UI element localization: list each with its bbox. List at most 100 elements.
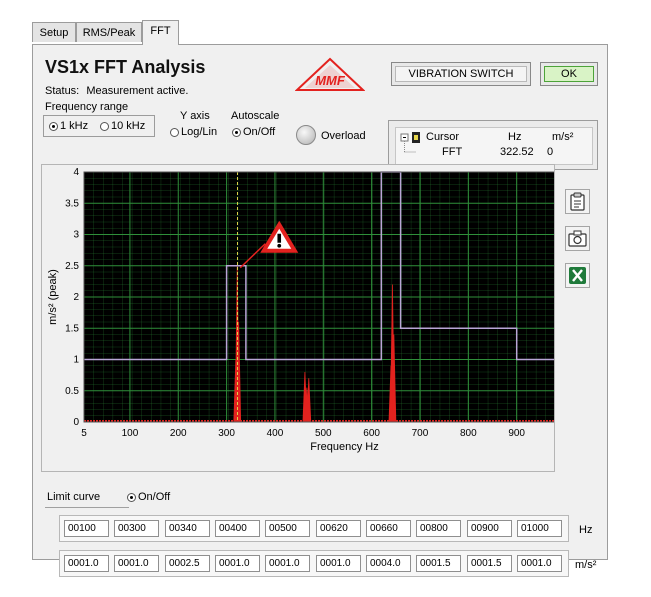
limit-ms2-cell[interactable]: 0001.0 [316,555,361,572]
limit-hz-cell[interactable]: 00500 [265,520,310,537]
excel-icon [569,267,586,284]
tab-rms-peak[interactable]: RMS/Peak [76,22,142,42]
limit-ms2-cell[interactable]: 0001.0 [215,555,260,572]
tab-setup[interactable]: Setup [32,22,76,42]
fft-panel: VS1x FFT Analysis Status: Measurement ac… [32,44,608,577]
x-tick-label: 300 [218,428,235,439]
limit-ms2-cell[interactable]: 0001.0 [114,555,159,572]
limit-ms2-cell[interactable]: 0002.5 [165,555,210,572]
x-axis-label: Frequency Hz [310,441,378,453]
limit-hz-cell[interactable]: 00620 [316,520,361,537]
x-tick-label: 900 [508,428,525,439]
freq-1khz-label: 1 kHz [60,120,89,132]
tab-fft[interactable]: FFT [142,20,179,45]
y-tick-label: 0 [73,417,79,428]
limit-curve-label: Limit curve [47,491,101,503]
y-tick-label: 4 [73,167,79,178]
warning-icon-bar [277,233,282,243]
limit-hz-cell[interactable]: 01000 [517,520,562,537]
limit-ms2-row: 0001.0 0001.0 0002.5 0001.0 0001.0 0001.… [59,550,569,577]
x-tick-label: 500 [315,428,332,439]
tree-expander-icon[interactable] [400,132,424,158]
radio-1khz[interactable] [49,121,58,131]
status-line: Status: Measurement active. [45,85,188,97]
autoscale-option[interactable]: On/Off [232,126,275,138]
freq-option-1khz[interactable]: 1 kHz [49,120,88,132]
x-tick-label: 400 [267,428,284,439]
y-tick-label: 1.5 [65,323,79,334]
cursor-hz-value: 322.52 [500,146,534,158]
overload-label: Overload [321,130,366,142]
freq-10khz-label: 10 kHz [111,120,146,132]
warning-pointer [239,243,266,269]
radio-10khz[interactable] [100,121,109,131]
limit-curve-divider [45,507,129,508]
log-lin-label: Log/Lin [181,126,218,138]
limit-ms2-cell[interactable]: 0001.0 [517,555,562,572]
x-tick-label: 800 [460,428,477,439]
x-tick-label: 100 [122,428,139,439]
radio-log-lin[interactable] [170,127,179,137]
y-axis-option[interactable]: Log/Lin [170,126,217,138]
y-tick-label: 2 [73,292,79,303]
overload-indicator-icon [296,125,316,145]
limit-ms2-cell[interactable]: 0001.0 [64,555,109,572]
fft-chart[interactable]: 5100200300400500600700800900100000.511.5… [42,165,577,471]
limit-hz-cell[interactable]: 00340 [165,520,210,537]
screenshot-button[interactable] [565,226,590,251]
freq-option-10khz[interactable]: 10 kHz [100,120,145,132]
frequency-range-group: 1 kHz 10 kHz [43,115,155,137]
limit-curve-on-off-label: On/Off [138,491,171,503]
limit-ms2-cell[interactable]: 0004.0 [366,555,411,572]
y-tick-label: 3 [73,230,79,241]
autoscale-on-off-label: On/Off [243,126,276,138]
status-value: Measurement active. [86,85,189,97]
limit-ms2-unit: m/s² [575,559,597,571]
limit-ms2-cell[interactable]: 0001.0 [265,555,310,572]
radio-autoscale[interactable] [232,127,241,137]
limit-curve-line [84,171,565,361]
x-tick-label: 600 [363,428,380,439]
frequency-range-label: Frequency range [45,101,129,113]
limit-hz-cell[interactable]: 00300 [114,520,159,537]
mmf-logo-icon: MMF [295,57,365,91]
cursor-legend: Cursor Hz m/s² FFT 322.52 0 [388,120,598,170]
limit-hz-cell[interactable]: 00660 [366,520,411,537]
cursor-unit-value: 0 [547,146,554,158]
limit-curve-option[interactable]: On/Off [127,491,170,503]
limit-ms2-cell[interactable]: 0001.5 [416,555,461,572]
logo-text: MMF [315,73,346,88]
x-tick-label: 5 [81,428,87,439]
copy-clipboard-button[interactable] [565,189,590,214]
cursor-legend-inner: Cursor Hz m/s² FFT 322.52 0 [395,127,593,165]
clipboard-icon [570,192,585,211]
y-tick-label: 3.5 [65,198,79,209]
limit-hz-row: 00100 00300 00340 00400 00500 00620 0066… [59,515,569,542]
export-excel-button[interactable] [565,263,590,288]
fft-chart-frame: 5100200300400500600700800900100000.511.5… [41,164,577,472]
cursor-unit-header: m/s² [552,131,574,143]
vibration-switch-button[interactable]: VIBRATION SWITCH [391,62,531,86]
cursor-fft-label: FFT [442,146,463,158]
limit-hz-cell[interactable]: 00400 [215,520,260,537]
status-label: Status: [45,85,80,97]
limit-ms2-cell[interactable]: 0001.5 [467,555,512,572]
ok-button[interactable]: OK [540,62,598,86]
autoscale-label: Autoscale [231,110,280,122]
cursor-label: Cursor [426,131,460,143]
x-tick-label: 200 [170,428,187,439]
tab-bar: Setup RMS/Peak FFT [32,20,608,45]
radio-limit-curve[interactable] [127,492,136,502]
limit-hz-cell[interactable]: 00900 [467,520,512,537]
warning-icon-dot [277,243,282,248]
limit-hz-cell[interactable]: 00100 [64,520,109,537]
page-title: VS1x FFT Analysis [45,57,206,77]
y-tick-label: 0.5 [65,386,79,397]
y-axis-label: Y axis [180,110,210,122]
vibration-switch-label: VIBRATION SWITCH [395,66,527,82]
fft-window: Setup RMS/Peak FFT VS1x FFT Analysis Sta… [32,20,608,577]
cursor-hz-header: Hz [508,131,522,143]
ok-label: OK [544,66,594,82]
limit-hz-cell[interactable]: 00800 [416,520,461,537]
y-tick-label: 2.5 [65,261,79,272]
